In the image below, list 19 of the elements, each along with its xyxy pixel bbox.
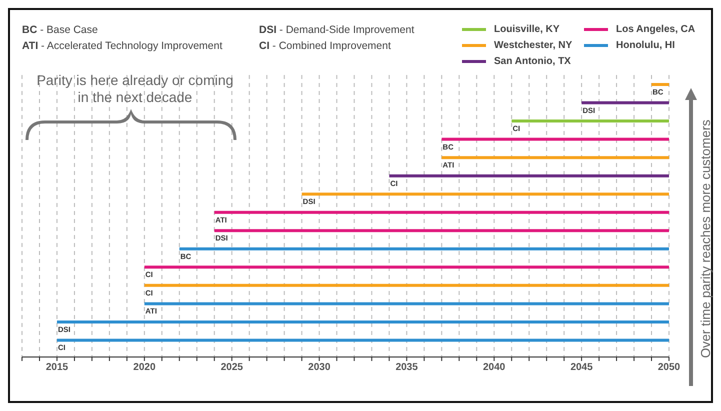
text: BC - Base Case: [22, 24, 98, 36]
x-tick-label: 2025: [220, 362, 244, 374]
x-tick-label: 2015: [46, 362, 69, 374]
x-tick-label: 2035: [396, 362, 418, 374]
x-tick-label: 2045: [570, 362, 594, 374]
legend-label: Honolulu, HI: [615, 40, 675, 51]
annotation: Parity is here already or coming in the next decade: [36, 72, 234, 106]
text: Over time parity reaches more customers: [697, 118, 714, 360]
legend-label: Louisville, KY: [493, 24, 560, 35]
x-tick-label: 2030: [308, 362, 331, 374]
text: ATI - Accelerated Technology Improvement: [22, 40, 222, 52]
text: DSI - Demand-Side Improvement: [259, 24, 414, 36]
x-tick-label: 2050: [658, 362, 681, 374]
legend-label: San Antonio, TX: [493, 56, 571, 67]
legend-label: Los Angeles, CA: [615, 24, 696, 35]
x-tick-label: 2040: [483, 362, 506, 374]
x-tick-label: 2020: [133, 362, 156, 374]
text: CI - Combined Improvement: [259, 40, 391, 52]
legend-label: Westchester, NY: [493, 40, 572, 51]
